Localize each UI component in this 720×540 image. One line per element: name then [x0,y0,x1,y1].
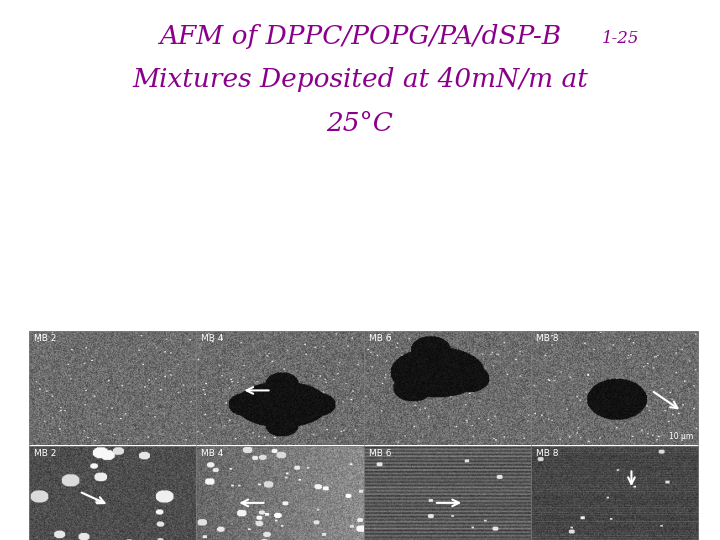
Text: MB 2: MB 2 [34,449,56,458]
Text: MB 8: MB 8 [536,334,559,343]
Text: 80/10/8/10: 80/10/8/10 [577,455,652,469]
Text: MB 4: MB 4 [201,449,224,458]
Text: Mixtures Deposited at 40mN/m at: Mixtures Deposited at 40mN/m at [132,68,588,92]
Text: MB 8: MB 8 [536,449,559,458]
Text: 70/20/8/10: 70/20/8/10 [410,455,485,469]
Text: MB 6: MB 6 [369,449,391,458]
Text: 1-25: 1-25 [602,30,639,46]
Text: MB 4: MB 4 [201,334,224,343]
Text: 50/40/8/10: 50/40/8/10 [75,455,150,469]
Text: 25°C: 25°C [327,111,393,136]
Text: 10 μm: 10 μm [669,432,693,441]
Text: MB 2: MB 2 [34,334,56,343]
Text: Langmuir: Langmuir [360,503,426,517]
Text: 60/30/8/10: 60/30/8/10 [242,455,318,469]
Text: 2003, 19, 1539-1550: 2003, 19, 1539-1550 [360,503,554,517]
Text: AFM of DPPC/POPG/PA/dSP-B: AFM of DPPC/POPG/PA/dSP-B [159,24,561,49]
Text: MB 6: MB 6 [369,334,391,343]
Text: Ding, et al.: Ding, et al. [270,503,360,517]
